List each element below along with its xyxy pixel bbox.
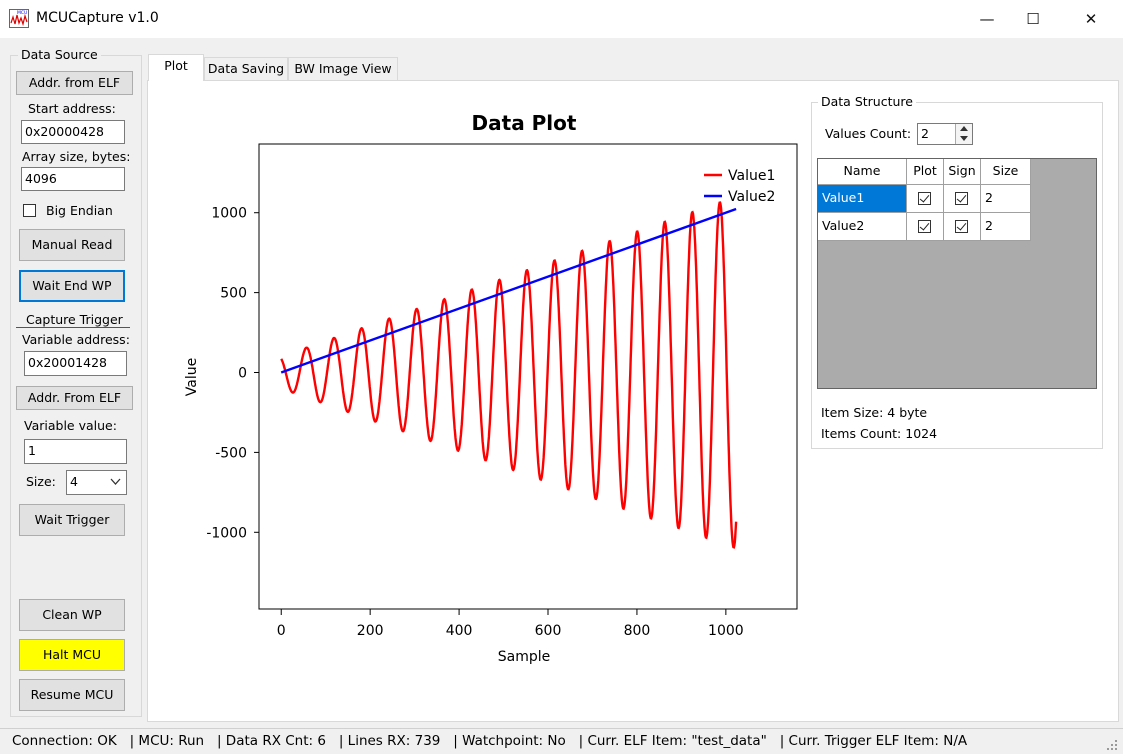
array-size-label: Array size, bytes: bbox=[22, 149, 131, 164]
x-axis-label: Sample bbox=[498, 649, 551, 665]
row-1-sign-cell[interactable] bbox=[944, 185, 981, 213]
row-1-sign-checkbox[interactable] bbox=[955, 191, 968, 205]
size-label: Size: bbox=[26, 474, 56, 489]
data-structure-title: Data Structure bbox=[818, 94, 916, 109]
row-1-size-cell[interactable]: 2 bbox=[981, 185, 1031, 213]
tab-bw-image-view[interactable]: BW Image View bbox=[288, 57, 398, 80]
array-size-field[interactable]: 4096 bbox=[21, 167, 125, 191]
legend: Value1 Value2 bbox=[704, 168, 775, 205]
row-2-sign-checkbox[interactable] bbox=[955, 219, 968, 233]
row-2-size-cell[interactable]: 2 bbox=[981, 213, 1031, 241]
row-1-plot-checkbox[interactable] bbox=[918, 191, 931, 205]
plot-area bbox=[258, 143, 798, 610]
column-header-size[interactable]: Size bbox=[981, 159, 1031, 185]
window-title: MCUCapture v1.0 bbox=[36, 10, 159, 26]
resume-mcu-button[interactable]: Resume MCU bbox=[19, 679, 125, 711]
row-1-plot-cell[interactable] bbox=[907, 185, 944, 213]
y-axis: -1000 -500 0 500 1000 bbox=[206, 206, 259, 541]
item-size-text: Item Size: 4 byte bbox=[821, 405, 928, 420]
addr-from-elf-button[interactable]: Addr. from ELF bbox=[16, 71, 133, 95]
column-header-plot[interactable]: Plot bbox=[907, 159, 944, 185]
chart-title: Data Plot bbox=[472, 111, 577, 135]
tab-plot[interactable]: Plot bbox=[148, 54, 204, 81]
clean-wp-button[interactable]: Clean WP bbox=[19, 599, 125, 631]
variable-value-label: Variable value: bbox=[24, 418, 117, 433]
status-text: Connection: OK | MCU: Run | Data RX Cnt:… bbox=[12, 733, 968, 749]
spin-up-icon[interactable] bbox=[960, 126, 968, 132]
y-tick-label: 500 bbox=[220, 286, 247, 302]
values-count-spin-buttons[interactable] bbox=[955, 124, 972, 144]
tab-data-saving[interactable]: Data Saving bbox=[204, 57, 288, 80]
row-2-plot-checkbox[interactable] bbox=[918, 219, 931, 233]
variable-address-field[interactable]: 0x20001428 bbox=[24, 351, 127, 376]
row-2-sign-cell[interactable] bbox=[944, 213, 981, 241]
y-tick-label: 1000 bbox=[211, 206, 247, 222]
y-tick-label: -1000 bbox=[206, 525, 247, 541]
values-count-stepper[interactable]: 2 bbox=[917, 123, 973, 145]
series-line-value2 bbox=[280, 207, 737, 374]
wait-end-wp-button[interactable]: Wait End WP bbox=[19, 270, 125, 302]
resize-grip-icon[interactable] bbox=[1104, 737, 1118, 751]
manual-read-button[interactable]: Manual Read bbox=[19, 229, 125, 261]
title-bar: MCU MCUCapture v1.0 — ☐ ✕ bbox=[0, 0, 1123, 38]
big-endian-checkbox[interactable] bbox=[23, 204, 36, 217]
column-header-sign[interactable]: Sign bbox=[944, 159, 981, 185]
wait-trigger-button[interactable]: Wait Trigger bbox=[19, 504, 125, 536]
y-tick-label: 0 bbox=[238, 366, 247, 382]
big-endian-label: Big Endian bbox=[46, 203, 113, 218]
items-count-text: Items Count: 1024 bbox=[821, 426, 938, 441]
x-tick-label: 1000 bbox=[708, 623, 744, 639]
maximize-icon[interactable]: ☐ bbox=[1026, 10, 1040, 28]
x-tick-label: 800 bbox=[624, 623, 651, 639]
app-icon-label: MCU bbox=[17, 10, 27, 16]
column-header-name[interactable]: Name bbox=[818, 159, 907, 185]
values-count-label: Values Count: bbox=[825, 126, 912, 141]
start-address-label: Start address: bbox=[28, 101, 116, 116]
capture-trigger-title: Capture Trigger bbox=[26, 312, 123, 327]
row-1-name-cell[interactable]: Value1 bbox=[818, 185, 907, 213]
row-2-plot-cell[interactable] bbox=[907, 213, 944, 241]
close-icon[interactable]: ✕ bbox=[1084, 10, 1098, 28]
x-tick-label: 400 bbox=[446, 623, 473, 639]
start-address-field[interactable]: 0x20000428 bbox=[21, 120, 125, 144]
data-structure-group bbox=[811, 102, 1103, 449]
series-line-value1 bbox=[280, 201, 738, 549]
capture-trigger-divider bbox=[16, 327, 130, 328]
trigger-addr-from-elf-button[interactable]: Addr. From ELF bbox=[16, 386, 133, 410]
spin-down-icon[interactable] bbox=[960, 136, 968, 142]
data-source-title: Data Source bbox=[18, 47, 101, 62]
y-axis-label: Value bbox=[184, 358, 200, 396]
status-bar: Connection: OK | MCU: Run | Data RX Cnt:… bbox=[0, 728, 1123, 754]
x-axis: 0 200 400 600 800 1000 bbox=[277, 609, 744, 639]
minimize-icon[interactable]: — bbox=[979, 10, 995, 28]
y-tick-label: -500 bbox=[215, 445, 247, 461]
x-tick-label: 0 bbox=[277, 623, 286, 639]
halt-mcu-button[interactable]: Halt MCU bbox=[19, 639, 125, 671]
data-plot-chart: Data Plot -1000 -500 0 500 1000 0 200 400 600 80… bbox=[184, 111, 798, 665]
size-select-value: 4 bbox=[70, 474, 78, 489]
app-icon: MCU bbox=[9, 9, 29, 28]
x-tick-label: 600 bbox=[535, 623, 562, 639]
variable-address-label: Variable address: bbox=[22, 332, 130, 347]
data-structure-grid: Name Plot Sign Size Value1 2 Value2 2 bbox=[817, 158, 1097, 389]
size-select[interactable]: 4 bbox=[66, 470, 127, 495]
legend-label-value2: Value2 bbox=[728, 189, 775, 205]
row-2-name-cell[interactable]: Value2 bbox=[818, 213, 907, 241]
variable-value-field[interactable]: 1 bbox=[24, 439, 127, 464]
x-tick-label: 200 bbox=[357, 623, 384, 639]
legend-label-value1: Value1 bbox=[728, 168, 775, 184]
chevron-down-icon bbox=[110, 478, 121, 485]
values-count-value: 2 bbox=[921, 126, 929, 141]
